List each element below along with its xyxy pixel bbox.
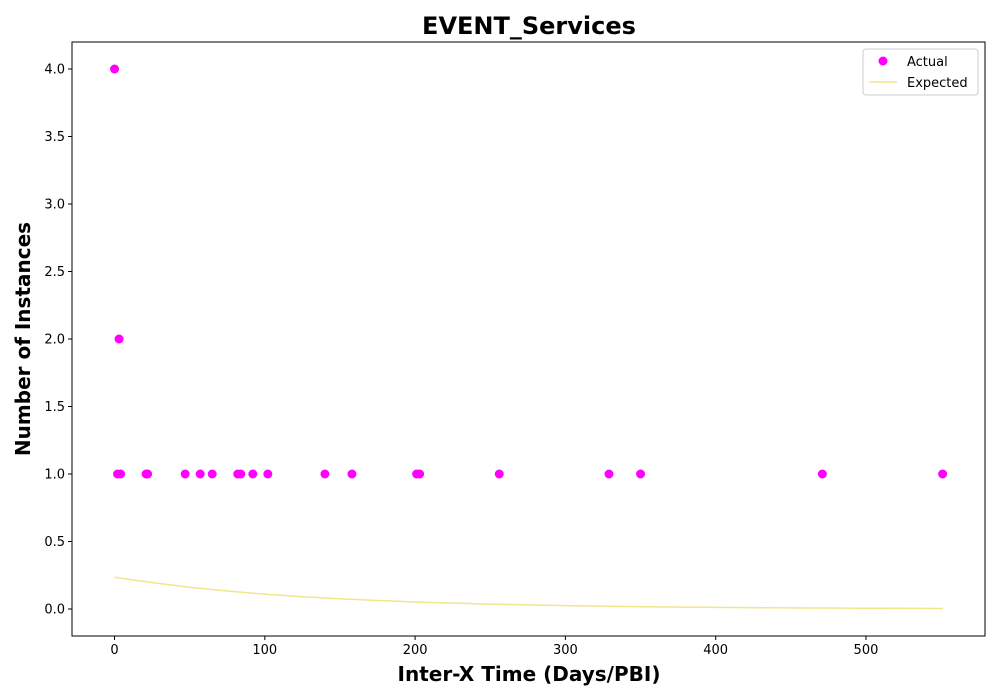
x-tick-label: 0: [110, 643, 118, 658]
actual-point: [195, 469, 205, 479]
x-tick-label: 100: [252, 643, 277, 658]
legend-frame: [862, 48, 979, 96]
y-tick-label: 1.0: [44, 468, 65, 483]
actual-point: [320, 469, 330, 479]
legend-actual-marker: [878, 56, 888, 66]
x-tick-label: 500: [854, 643, 879, 658]
y-tick-label: 4.0: [44, 63, 65, 78]
actual-point: [415, 469, 425, 479]
x-tick-label: 300: [553, 643, 578, 658]
plot-frame: [71, 41, 986, 637]
x-tick-label: 200: [403, 643, 428, 658]
actual-point: [604, 469, 614, 479]
y-tick-label: 2.0: [44, 333, 65, 348]
actual-point: [236, 469, 246, 479]
y-axis-ticks: 0.0 0.5 1.0 1.5 2.0 2.5 3.0 3.5 4.0: [44, 63, 72, 618]
x-axis-label: Inter-X Time (Days/PBI): [398, 662, 661, 686]
y-tick-label: 2.5: [44, 265, 65, 280]
actual-point: [347, 469, 357, 479]
actual-point: [110, 64, 120, 74]
x-tick-label: 400: [703, 643, 728, 658]
actual-point: [207, 469, 217, 479]
actual-point: [248, 469, 258, 479]
legend-actual-label: Actual: [907, 55, 948, 70]
y-tick-label: 0.0: [44, 603, 65, 618]
actual-point: [494, 469, 504, 479]
expected-line: [114, 576, 943, 610]
legend-expected-label: Expected: [907, 76, 968, 91]
y-tick-label: 0.5: [44, 535, 65, 550]
actual-series: [110, 64, 948, 479]
expected-series: [114, 576, 943, 610]
legend: Actual Expected: [862, 48, 979, 96]
x-axis-ticks: 0 100 200 300 400 500: [110, 636, 878, 658]
y-axis-label: Number of Instances: [11, 222, 35, 456]
actual-point: [114, 334, 124, 344]
actual-point: [817, 469, 827, 479]
y-tick-label: 3.0: [44, 198, 65, 213]
chart-title: EVENT_Services: [422, 12, 636, 40]
actual-point: [180, 469, 190, 479]
actual-point: [116, 469, 126, 479]
actual-point: [636, 469, 646, 479]
y-tick-label: 3.5: [44, 130, 65, 145]
actual-point: [143, 469, 153, 479]
y-tick-label: 1.5: [44, 400, 65, 415]
actual-point: [263, 469, 273, 479]
actual-point: [938, 469, 948, 479]
